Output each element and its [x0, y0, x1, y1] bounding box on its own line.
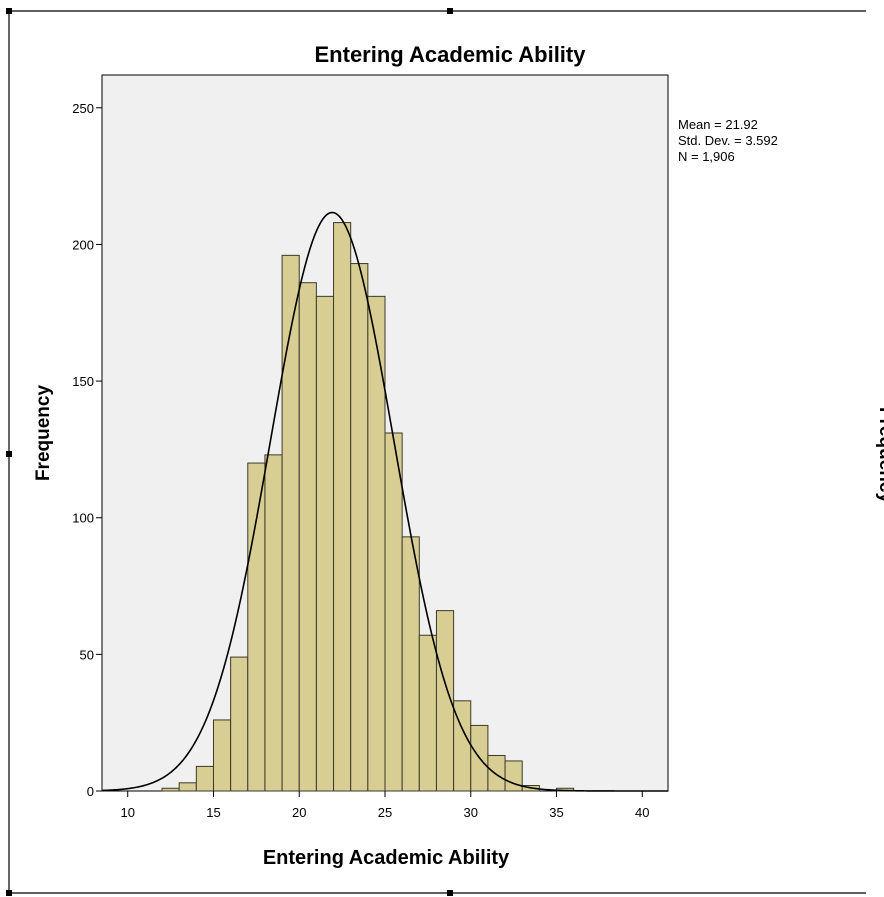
histogram-bar: [333, 222, 352, 792]
frame-handle-top-left[interactable]: [6, 8, 12, 14]
neighbor-chart-ylabel: Frequency: [875, 407, 884, 504]
histogram-bar: [281, 254, 300, 792]
y-axis-label: Frequency: [33, 385, 54, 482]
histogram-bar: [487, 754, 506, 792]
histogram-bar: [401, 536, 420, 792]
histogram-bar: [418, 634, 437, 792]
x-tick-label: 15: [206, 805, 220, 820]
chart-title: Entering Academic Ability: [315, 42, 587, 67]
histogram-bar: [178, 782, 197, 792]
histogram-bar: [384, 432, 403, 792]
frame-handle-left[interactable]: [6, 451, 12, 457]
normal-curve: [101, 211, 668, 792]
y-tick-label: 50: [80, 647, 94, 662]
x-tick-label: 20: [292, 805, 306, 820]
histogram-bar: [367, 295, 386, 792]
y-tick-label: 150: [72, 374, 94, 389]
histogram-bar: [161, 787, 180, 792]
histogram-bar: [264, 454, 283, 792]
y-tick-label: 200: [72, 237, 94, 252]
frame-handle-bottom[interactable]: [447, 890, 453, 896]
x-axis-label: Entering Academic Ability: [263, 847, 510, 869]
x-tick-label: 30: [464, 805, 478, 820]
x-tick-label: 10: [120, 805, 134, 820]
x-tick-label: 35: [549, 805, 563, 820]
histogram-bar: [298, 282, 317, 792]
y-tick-label: 0: [87, 784, 94, 799]
x-axis: 10 15 20 25 30 35 40: [120, 791, 650, 820]
stat-n: N = 1,906: [678, 149, 735, 164]
stat-std-dev: Std. Dev. = 3.592: [678, 133, 778, 148]
frame-handle-top[interactable]: [447, 8, 453, 14]
stats-box: Mean = 21.92 Std. Dev. = 3.592 N = 1,906: [678, 117, 778, 164]
histogram-bar: [247, 462, 266, 792]
x-tick-label: 40: [635, 805, 649, 820]
histogram-bar: [315, 295, 335, 792]
y-tick-label: 100: [72, 511, 94, 526]
histogram-bar: [504, 760, 523, 792]
stat-mean: Mean = 21.92: [678, 117, 758, 132]
frame-handle-bottom-left[interactable]: [6, 890, 12, 896]
histogram-bar: [230, 656, 249, 792]
y-tick-label: 250: [72, 101, 94, 116]
histogram-bar: [195, 765, 214, 792]
histogram-bar: [350, 263, 369, 792]
x-tick-label: 25: [378, 805, 392, 820]
y-axis: 0 50 100 150 200 250: [72, 101, 102, 799]
histogram-bar: [212, 719, 232, 792]
